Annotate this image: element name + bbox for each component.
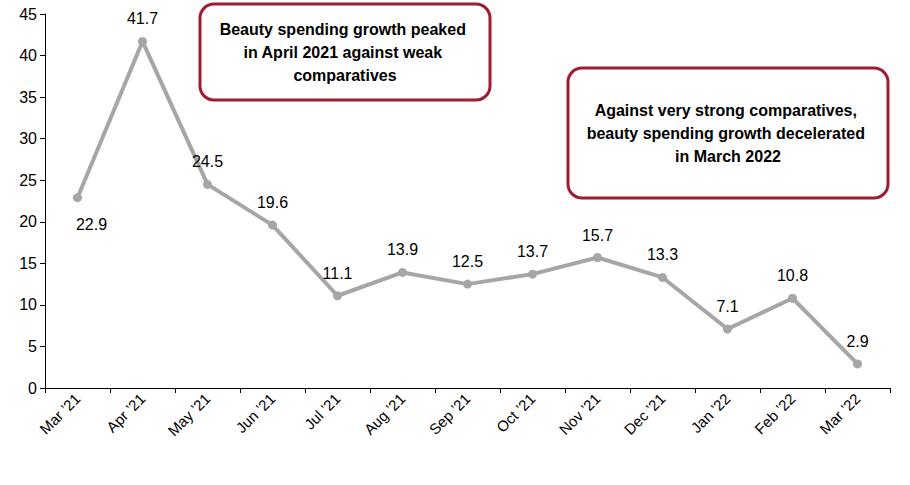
svg-text:Mar ’21: Mar ’21: [36, 390, 83, 437]
svg-text:12.5: 12.5: [452, 253, 483, 270]
svg-text:15.7: 15.7: [582, 227, 613, 244]
svg-text:35: 35: [19, 89, 37, 106]
svg-text:22.9: 22.9: [76, 216, 107, 233]
svg-text:19.6: 19.6: [257, 194, 288, 211]
svg-text:7.1: 7.1: [716, 298, 738, 315]
svg-text:Feb ’22: Feb ’22: [751, 390, 798, 437]
svg-text:May ’21: May ’21: [164, 390, 213, 439]
svg-text:10.8: 10.8: [777, 267, 808, 284]
svg-text:45: 45: [19, 6, 37, 23]
svg-text:0: 0: [28, 380, 37, 397]
svg-text:10: 10: [19, 296, 37, 313]
svg-text:in March 2022: in March 2022: [675, 148, 781, 165]
svg-text:20: 20: [19, 213, 37, 230]
svg-text:Apr ’21: Apr ’21: [103, 390, 149, 436]
svg-text:beauty spending growth deceler: beauty spending growth decelerated: [587, 125, 870, 142]
svg-text:Mar ’22: Mar ’22: [816, 390, 863, 437]
svg-text:41.7: 41.7: [127, 10, 158, 27]
svg-text:Jan ’22: Jan ’22: [687, 390, 733, 436]
svg-text:in April 2021 against weak: in April 2021 against weak: [243, 44, 446, 61]
svg-text:Sep ’21: Sep ’21: [426, 390, 474, 438]
svg-text:comparatives: comparatives: [293, 67, 396, 84]
svg-text:13.3: 13.3: [647, 246, 678, 263]
svg-text:30: 30: [19, 130, 37, 147]
svg-text:5: 5: [28, 338, 37, 355]
svg-text:25: 25: [19, 172, 37, 189]
svg-text:Nov ’21: Nov ’21: [556, 390, 604, 438]
svg-text:Beauty spending growth peaked: Beauty spending growth peaked: [220, 21, 471, 38]
svg-text:15: 15: [19, 255, 37, 272]
svg-text:Jun ’21: Jun ’21: [232, 390, 278, 436]
svg-text:Against very strong comparativ: Against very strong comparatives,: [595, 102, 862, 119]
svg-text:40: 40: [19, 47, 37, 64]
svg-text:13.7: 13.7: [517, 243, 548, 260]
svg-text:13.9: 13.9: [387, 241, 418, 258]
svg-text:11.1: 11.1: [323, 265, 353, 282]
svg-text:Dec ’21: Dec ’21: [621, 390, 669, 438]
svg-text:Oct ’21: Oct ’21: [493, 390, 539, 436]
svg-text:Aug ’21: Aug ’21: [361, 390, 409, 438]
svg-text:24.5: 24.5: [192, 153, 223, 170]
svg-text:Jul ’21: Jul ’21: [301, 390, 344, 433]
svg-text:2.9: 2.9: [846, 333, 868, 350]
